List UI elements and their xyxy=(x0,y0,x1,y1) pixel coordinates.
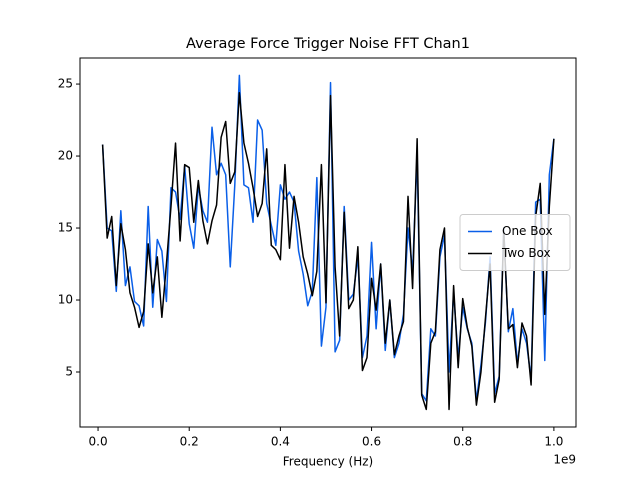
x-tick-label: 0.4 xyxy=(271,435,290,449)
chart-title: Average Force Trigger Noise FFT Chan1 xyxy=(186,36,470,52)
y-tick-label: 5 xyxy=(65,365,73,379)
y-tick-label: 20 xyxy=(58,149,73,163)
x-tick-label: 0.6 xyxy=(362,435,381,449)
x-tick-label: 0.8 xyxy=(453,435,472,449)
legend-label: Two Box xyxy=(501,246,551,260)
legend-box xyxy=(459,214,571,271)
y-tick-label: 15 xyxy=(58,221,73,235)
legend-label: One Box xyxy=(502,224,553,238)
x-offset-label: 1e9 xyxy=(553,453,576,467)
x-axis-label: Frequency (Hz) xyxy=(283,455,374,469)
x-tick-label: 0.2 xyxy=(180,435,199,449)
y-tick-label: 10 xyxy=(58,293,73,307)
y-tick-label: 25 xyxy=(58,77,73,91)
x-tick-label: 1.0 xyxy=(544,435,563,449)
x-tick-label: 0.0 xyxy=(89,435,108,449)
series-line xyxy=(101,91,555,411)
plot-frame xyxy=(79,57,577,428)
